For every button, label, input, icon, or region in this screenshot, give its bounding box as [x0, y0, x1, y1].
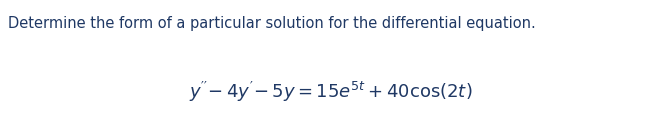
Text: $y''\!-4y'\!-5y=15e^{5t}+40\cos(2t)$: $y''\!-4y'\!-5y=15e^{5t}+40\cos(2t)$ — [189, 80, 473, 104]
Text: Determine the form of a particular solution for the differential equation.: Determine the form of a particular solut… — [8, 16, 536, 31]
